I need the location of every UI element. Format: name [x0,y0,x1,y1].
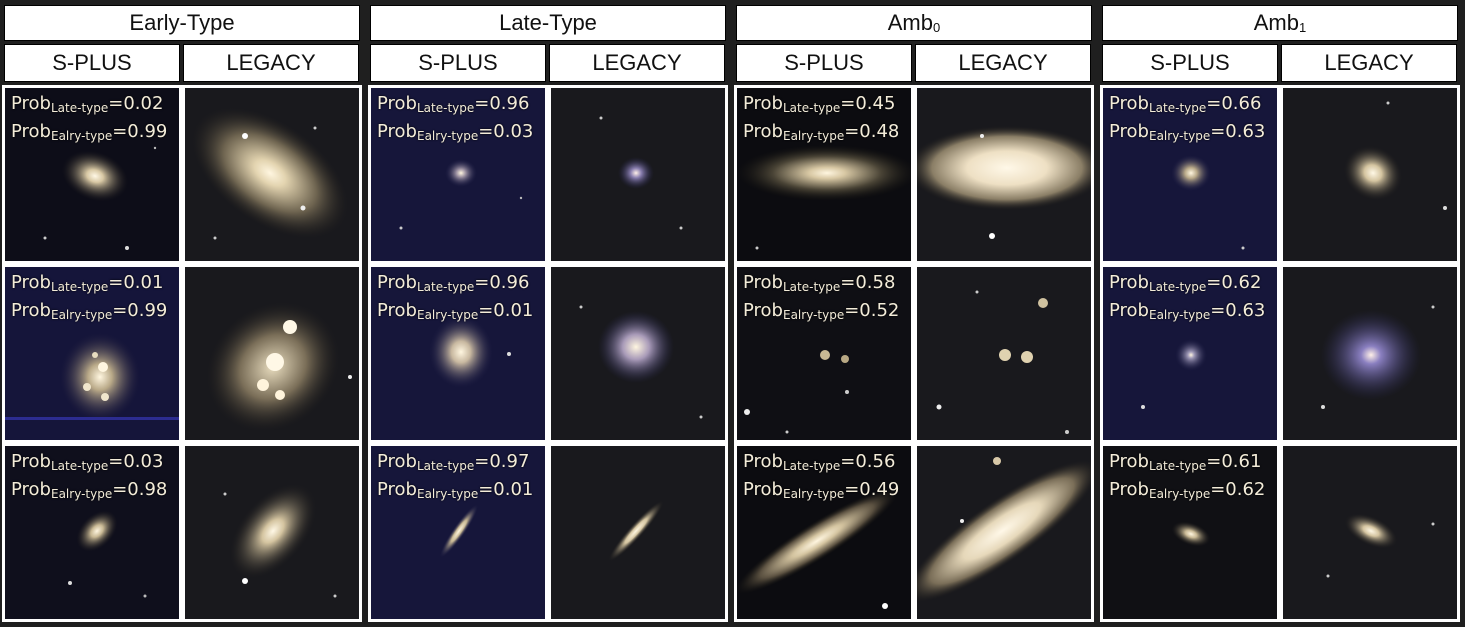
splus-image: ProbLate-type=0.96 ProbEalry-type=0.03 [371,88,545,261]
probability-label: ProbLate-type=0.62 ProbEalry-type=0.63 [1109,272,1266,322]
legacy-image [1283,446,1457,619]
galaxy-image [579,305,703,419]
survey-label-legacy: LEGACY [1281,44,1457,82]
legacy-image [1283,88,1457,261]
group-title: Amb 0 [736,5,1092,41]
legacy-image [551,267,725,440]
group-title: Early-Type [4,5,360,41]
image-grid: ProbLate-type=0.45 ProbEalry-type=0.48 P… [734,85,1094,622]
splus-image: ProbLate-type=0.96 ProbEalry-type=0.01 [371,267,545,440]
galaxy-image [936,290,1069,434]
galaxy-image [399,159,523,230]
legacy-image [551,88,725,261]
galaxy-image [5,333,179,421]
probability-label: ProbLate-type=0.96 ProbEalry-type=0.03 [377,93,534,143]
group-title: Amb 1 [1102,5,1458,41]
splus-image: ProbLate-type=0.45 ProbEalry-type=0.48 [737,88,911,261]
survey-label-legacy: LEGACY [549,44,725,82]
probability-label: ProbLate-type=0.97 ProbEalry-type=0.01 [377,451,534,501]
group-late-type: Late-Type S-PLUS LEGACY ProbLate-type=0.… [368,3,730,623]
splus-image: ProbLate-type=0.02 ProbEalry-type=0.99 [5,88,179,261]
image-grid: ProbLate-type=0.96 ProbEalry-type=0.03 P… [368,85,728,622]
survey-label-splus: S-PLUS [736,44,912,82]
probability-label: ProbLate-type=0.61 ProbEalry-type=0.62 [1109,451,1266,501]
legacy-image [917,267,1091,440]
galaxy-image [223,484,337,598]
galaxy-image [68,510,147,598]
galaxy-image [1171,155,1245,250]
group-early-type: Early-Type S-PLUS LEGACY ProbLate-type=0… [2,3,364,623]
legacy-image [917,446,1091,619]
galaxy-image [206,302,352,432]
legacy-image [1283,267,1457,440]
galaxy-image [1171,521,1211,547]
galaxy-image [917,457,1091,602]
galaxy-image [1321,305,1435,409]
probability-label: ProbLate-type=0.56 ProbEalry-type=0.49 [743,451,900,501]
probability-label: ProbLate-type=0.01 ProbEalry-type=0.99 [11,272,168,322]
legacy-image [185,267,359,440]
galaxy-image [737,145,911,250]
probability-label: ProbLate-type=0.96 ProbEalry-type=0.01 [377,272,534,322]
galaxy-image [917,126,1091,239]
legacy-image [185,446,359,619]
splus-image: ProbLate-type=0.61 ProbEalry-type=0.62 [1103,446,1277,619]
probability-label: ProbLate-type=0.58 ProbEalry-type=0.52 [743,272,900,322]
galaxy-image [737,488,899,609]
group-amb1: Amb 1 S-PLUS LEGACY ProbLate-type=0.66 Pr… [1100,3,1462,623]
splus-image: ProbLate-type=0.62 ProbEalry-type=0.63 [1103,267,1277,440]
splus-image: ProbLate-type=0.97 ProbEalry-type=0.01 [371,446,545,619]
image-grid: ProbLate-type=0.66 ProbEalry-type=0.63 P… [1100,85,1460,622]
survey-label-legacy: LEGACY [183,44,359,82]
legacy-image [551,446,725,619]
splus-image: ProbLate-type=0.58 ProbEalry-type=0.52 [737,267,911,440]
survey-label-legacy: LEGACY [915,44,1091,82]
probability-label: ProbLate-type=0.45 ProbEalry-type=0.48 [743,93,900,143]
galaxy-image [1141,339,1207,409]
legacy-image [917,88,1091,261]
splus-image: ProbLate-type=0.56 ProbEalry-type=0.49 [737,446,911,619]
image-grid: ProbLate-type=0.02 ProbEalry-type=0.99 P… [2,85,362,622]
galaxy-image [599,116,683,230]
probability-label: ProbLate-type=0.03 ProbEalry-type=0.98 [11,451,168,501]
probability-label: ProbLate-type=0.66 ProbEalry-type=0.63 [1109,93,1266,143]
splus-image: ProbLate-type=0.66 ProbEalry-type=0.63 [1103,88,1277,261]
galaxy-image [744,350,849,434]
galaxy-image [439,504,479,558]
survey-label-splus: S-PLUS [1102,44,1278,82]
survey-label-splus: S-PLUS [4,44,180,82]
galaxy-image [1326,513,1435,578]
splus-image: ProbLate-type=0.03 ProbEalry-type=0.98 [5,446,179,619]
group-title: Late-Type [370,5,726,41]
survey-label-splus: S-PLUS [370,44,546,82]
galaxy-image [43,146,157,250]
galaxy-image [192,107,348,240]
group-amb0: Amb 0 S-PLUS LEGACY ProbLate-type=0.45 Pr… [734,3,1096,623]
probability-label: ProbLate-type=0.02 ProbEalry-type=0.99 [11,93,168,143]
splus-image: ProbLate-type=0.01 ProbEalry-type=0.99 [5,267,179,440]
galaxy-image [1343,101,1447,210]
legacy-image [185,88,359,261]
galaxy-image [608,500,664,562]
galaxy-image [429,316,511,388]
